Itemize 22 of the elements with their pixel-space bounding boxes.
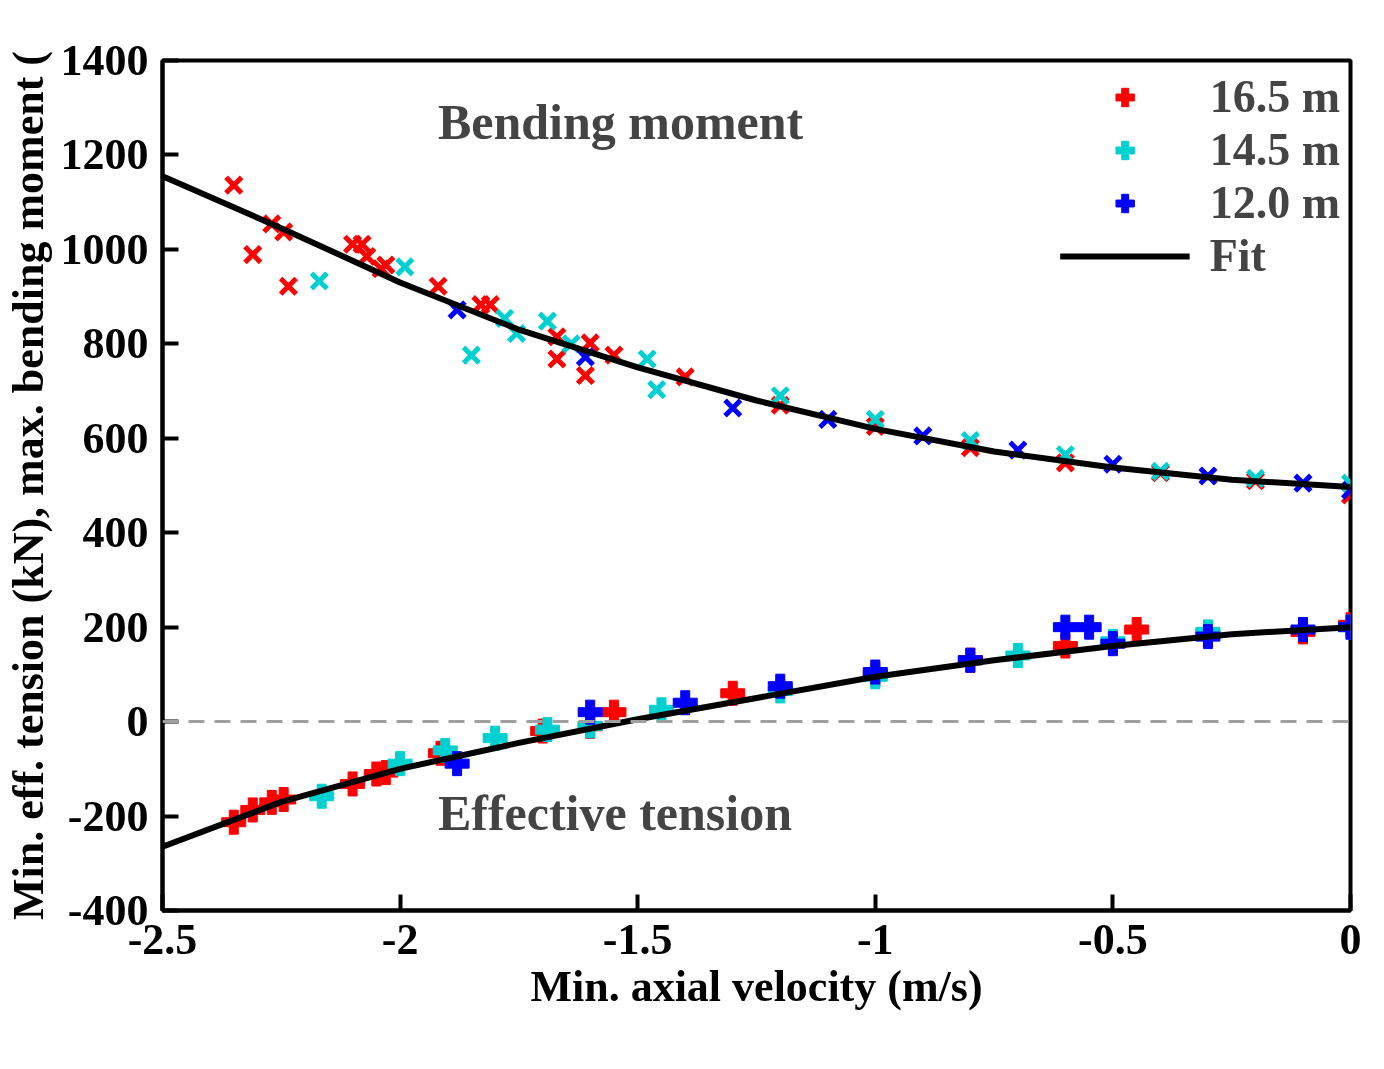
y-tick-label: -200 — [67, 791, 149, 841]
legend-label: Fit — [1209, 229, 1266, 282]
x-tick-label: -2 — [381, 914, 419, 964]
y-tick-label: 200 — [82, 602, 149, 652]
x-axis-title: Min. axial velocity (m/s) — [530, 961, 983, 1011]
y-tick-label: 800 — [82, 319, 149, 369]
y-tick-label: 0 — [126, 697, 149, 747]
y-tick-label: 1400 — [60, 36, 149, 85]
x-tick-label: 0 — [1339, 914, 1362, 964]
legend-label: 12.0 m — [1209, 176, 1340, 229]
y-tick-label: 600 — [82, 413, 149, 463]
y-axis-title: Min. eff. tension (kN), max. bending moment ( — [3, 51, 53, 920]
x-tick-label: -1.5 — [602, 914, 673, 964]
x-tick-label: -1 — [856, 914, 894, 964]
annotation: Bending moment — [437, 94, 804, 151]
legend-label: 14.5 m — [1209, 123, 1340, 176]
legend-label: 16.5 m — [1209, 70, 1340, 123]
annotation: Effective tension — [437, 784, 793, 841]
y-tick-label: 400 — [82, 508, 149, 558]
x-tick-label: -0.5 — [1078, 914, 1148, 964]
y-tick-label: 1000 — [60, 224, 149, 274]
y-tick-label: 1200 — [60, 130, 149, 180]
